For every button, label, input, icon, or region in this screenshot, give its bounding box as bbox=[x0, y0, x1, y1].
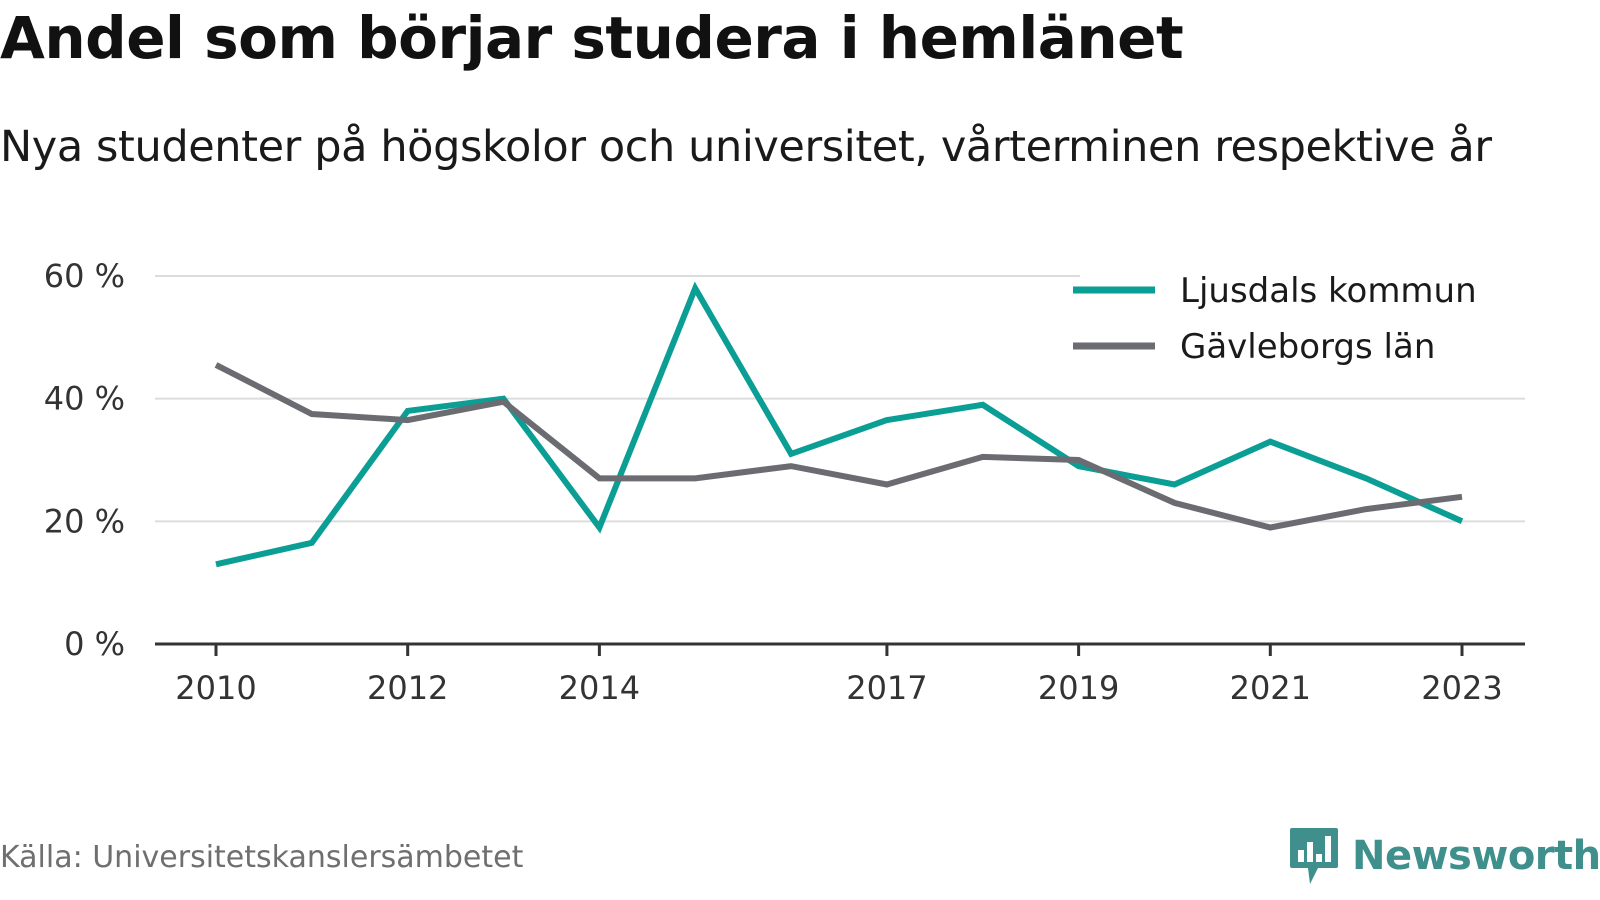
y-axis-ticks: 0 % 20 % 40 % 60 % bbox=[44, 257, 125, 663]
x-tick-label: 2023 bbox=[1421, 669, 1502, 707]
series-lines bbox=[214, 281, 1464, 568]
legend-label: Ljusdals kommun bbox=[1180, 271, 1477, 311]
x-tick-label: 2014 bbox=[559, 669, 640, 707]
series-line-ljusdals-kommun bbox=[215, 281, 1464, 568]
y-tick-label: 60 % bbox=[44, 257, 125, 295]
x-tick-label: 2019 bbox=[1038, 669, 1119, 707]
x-tick-label: 2017 bbox=[846, 669, 927, 707]
brand-logo: Newsworthy bbox=[1288, 826, 1600, 886]
series-line-gavleborgs-lan bbox=[214, 362, 1463, 531]
x-axis-ticks: 2010 2012 2014 2017 2019 2021 2023 bbox=[175, 644, 1503, 707]
legend-background bbox=[1080, 262, 1530, 382]
x-tick-label: 2021 bbox=[1230, 669, 1311, 707]
chart-subtitle: Nya studenter på högskolor och universit… bbox=[0, 122, 1492, 172]
legend-label: Gävleborgs län bbox=[1180, 327, 1435, 367]
source-note: Källa: Universitetskanslersämbetet bbox=[0, 840, 524, 875]
legend: Ljusdals kommun Gävleborgs län bbox=[1073, 262, 1530, 382]
x-tick-label: 2010 bbox=[175, 669, 256, 707]
brand-name: Newsworthy bbox=[1352, 833, 1600, 879]
y-tick-label: 20 % bbox=[44, 502, 125, 540]
x-tick-label: 2012 bbox=[367, 669, 448, 707]
y-tick-label: 40 % bbox=[44, 380, 125, 418]
chart-title: Andel som börjar studera i hemlänet bbox=[0, 4, 1184, 72]
newsworthy-logo-icon bbox=[1290, 828, 1338, 884]
y-tick-label: 0 % bbox=[64, 625, 125, 663]
